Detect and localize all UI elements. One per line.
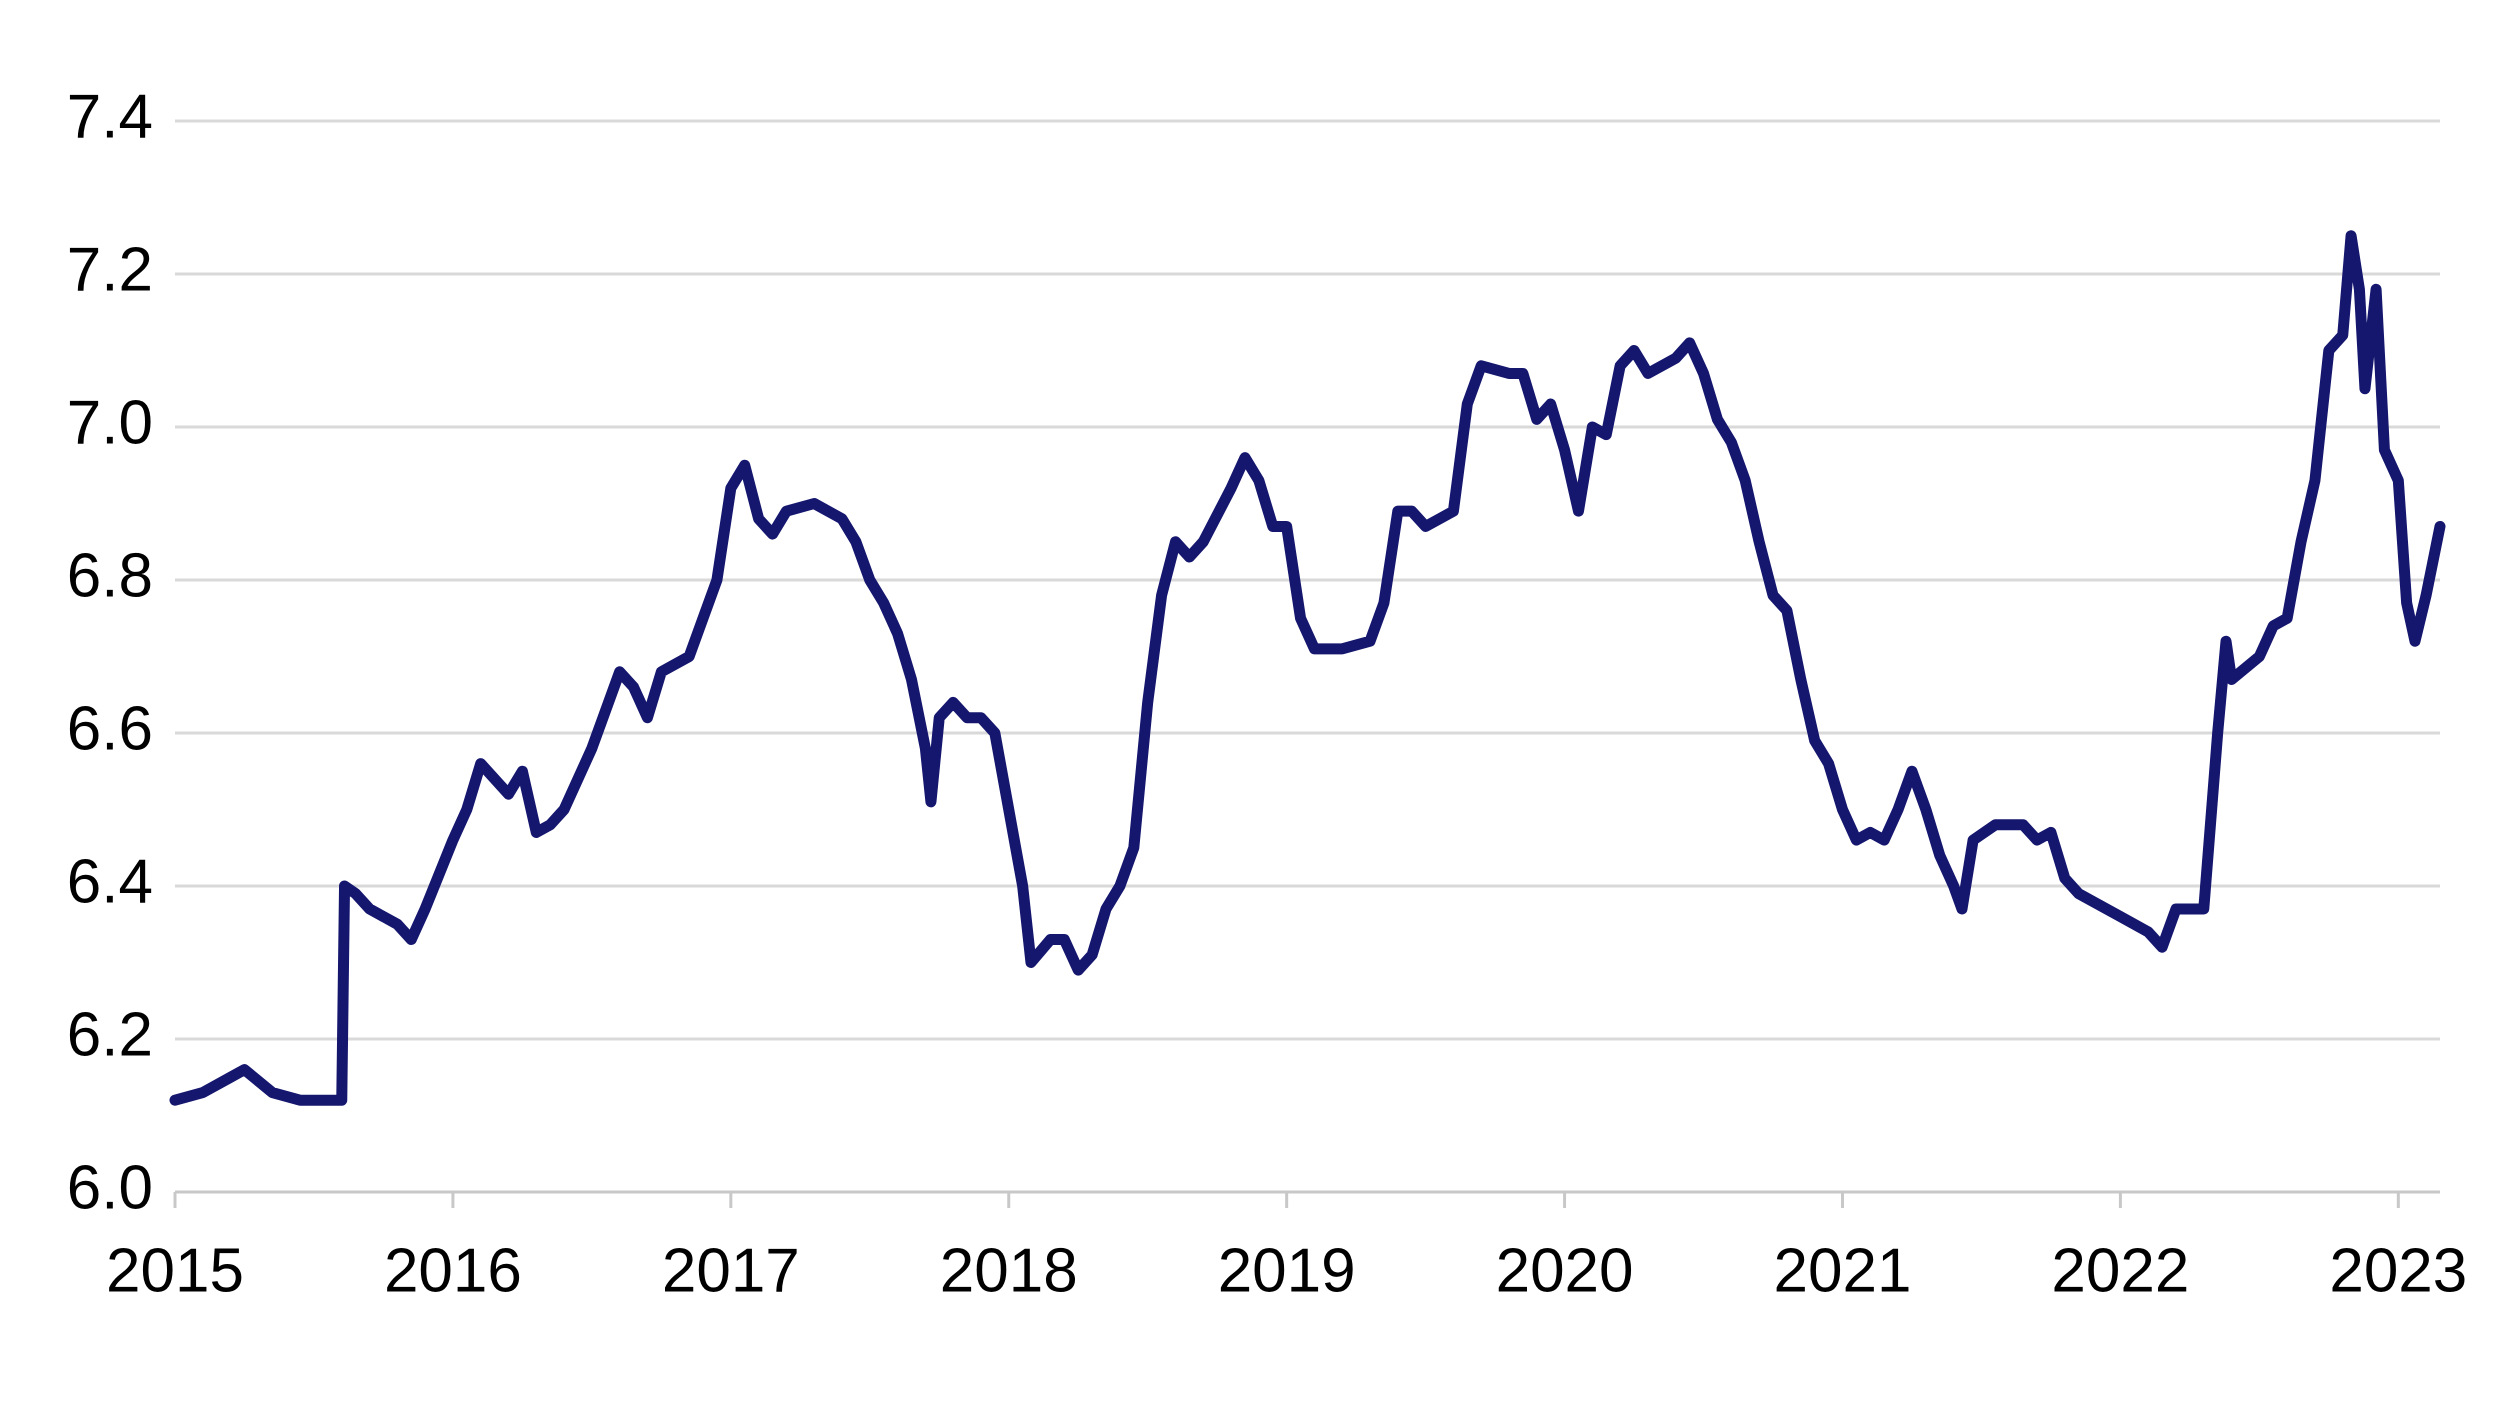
y-tick-label: 6.0	[67, 1153, 153, 1222]
y-tick-label: 7.0	[67, 388, 153, 457]
y-tick-label: 7.2	[67, 235, 153, 304]
y-tick-label: 6.6	[67, 694, 153, 763]
x-tick-label: 2021	[1774, 1236, 1912, 1305]
x-tick-label: 2022	[2051, 1236, 2189, 1305]
x-tick-label: 2018	[940, 1236, 1078, 1305]
data-line	[169, 230, 2446, 1106]
x-tick-label: 2019	[1218, 1236, 1356, 1305]
y-tick-label: 6.8	[67, 541, 153, 610]
y-tick-label: 6.4	[67, 847, 153, 916]
y-tick-label: 7.4	[67, 82, 153, 151]
x-tick-label: 2023	[2329, 1236, 2467, 1305]
x-tick-label: 2016	[384, 1236, 522, 1305]
x-tick-label: 2015	[106, 1236, 244, 1305]
x-tick-label: 2020	[1496, 1236, 1634, 1305]
x-tick-label: 2017	[662, 1236, 800, 1305]
y-tick-label: 6.2	[67, 1000, 153, 1069]
